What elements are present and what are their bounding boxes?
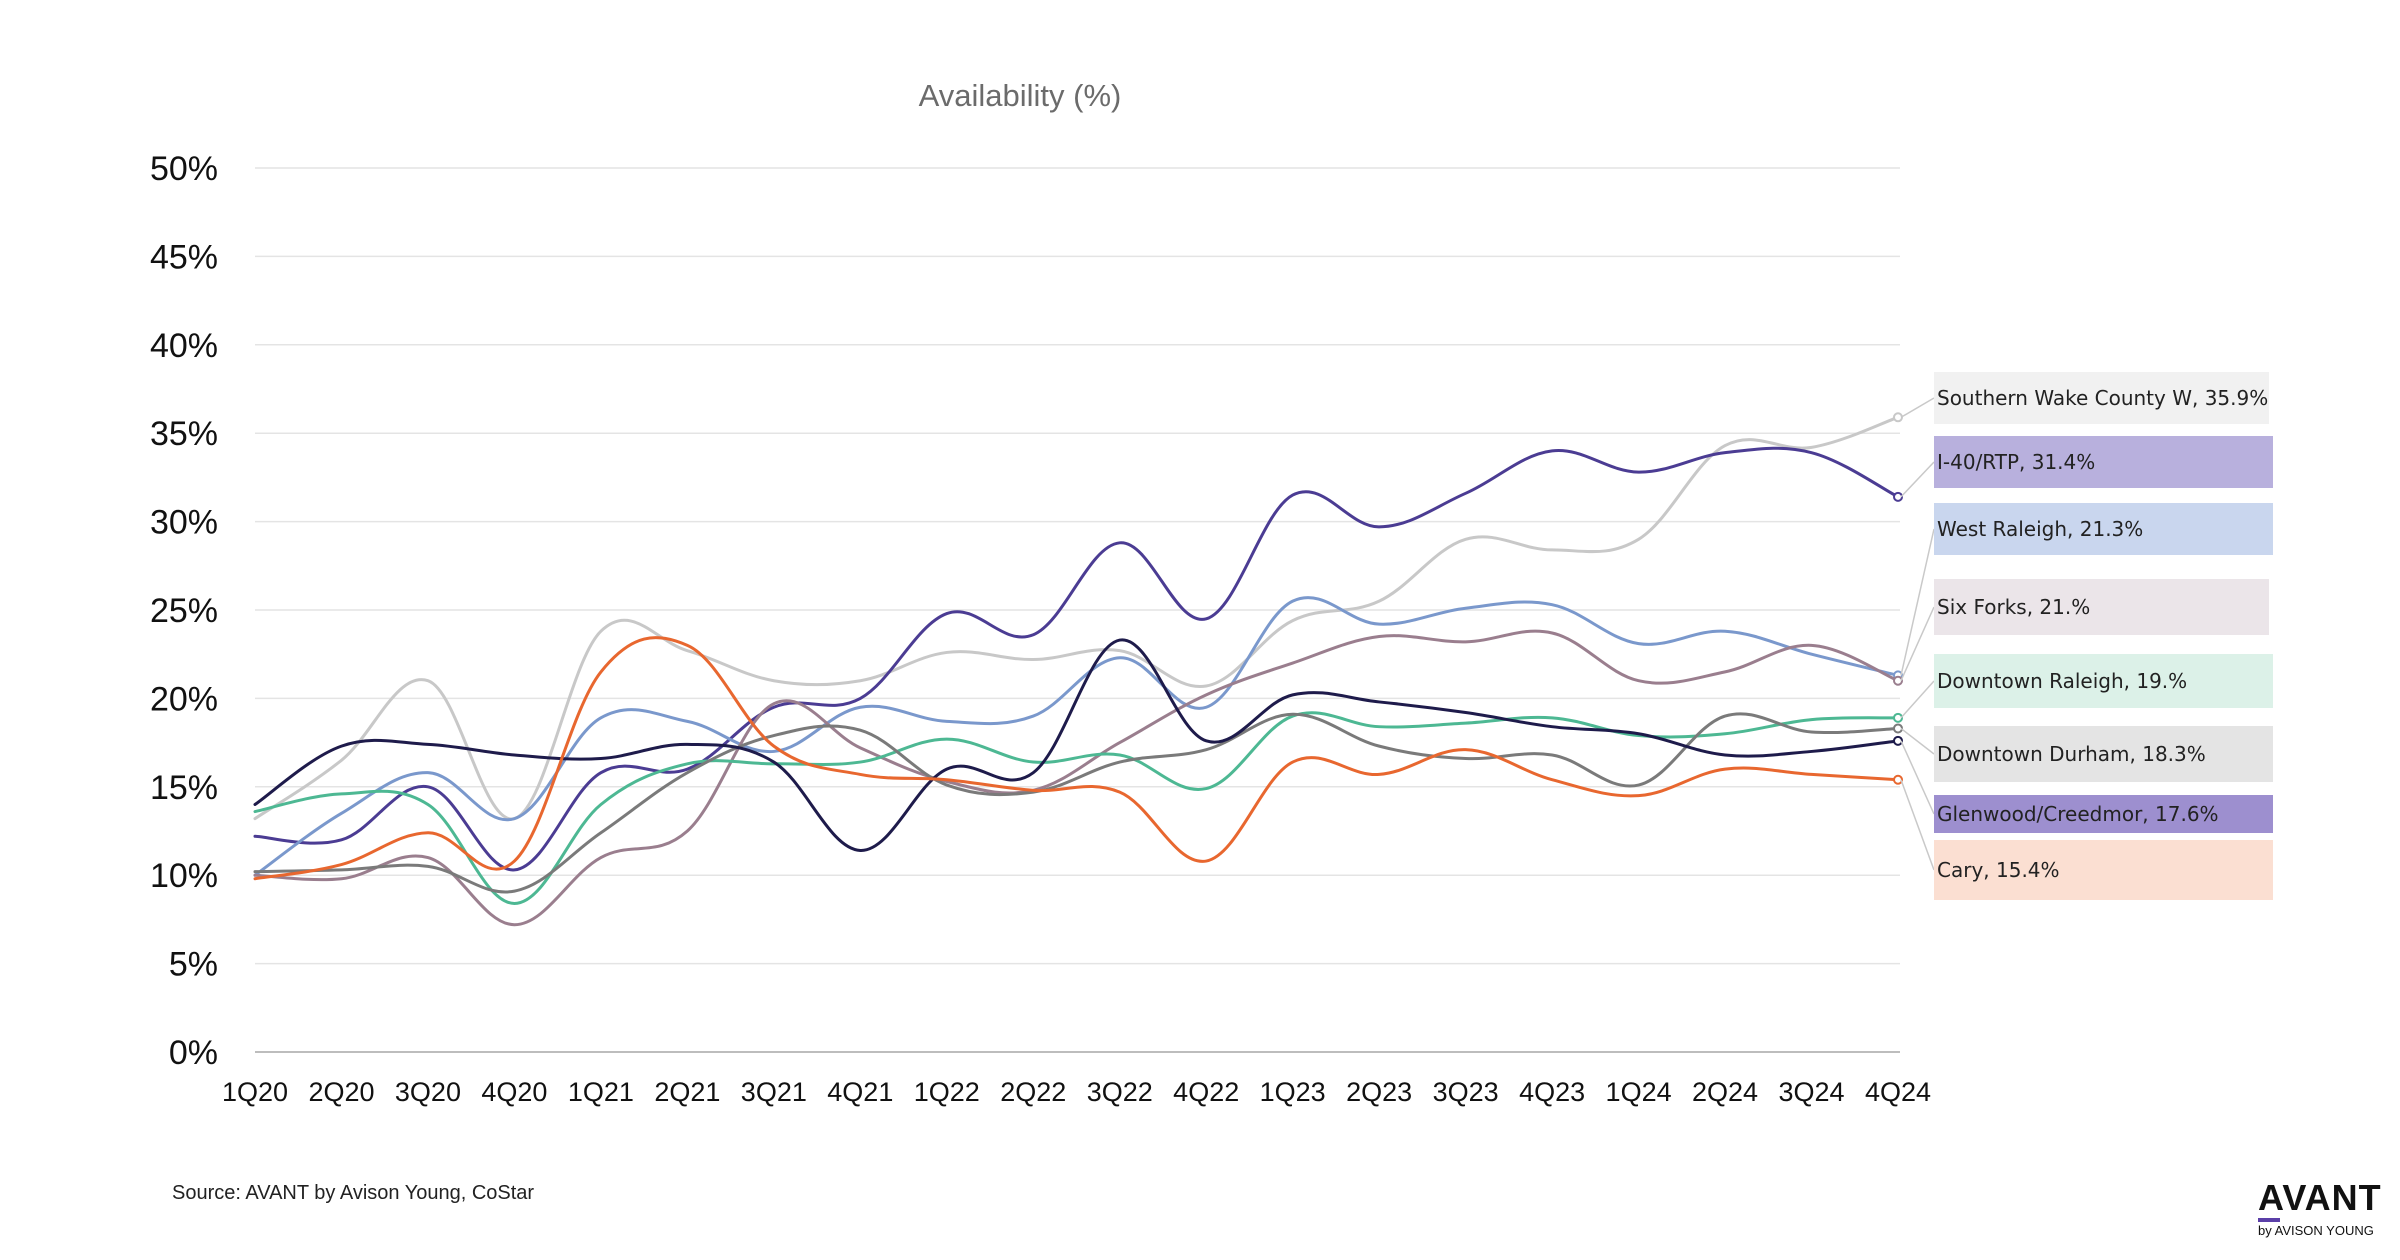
series-label-box	[1934, 840, 2273, 900]
series-label: Downtown Durham, 18.3%	[1937, 742, 2206, 766]
series-label-box	[1934, 372, 2269, 424]
label-leader-line	[1900, 779, 1935, 871]
x-axis-ticks: 1Q20 2Q20 3Q20 4Q20 1Q21 2Q21 3Q21 4Q21 1Q22 2Q22…	[222, 1077, 1931, 1107]
x-tick-label: 4Q23	[1519, 1077, 1585, 1107]
label-leader-line	[1900, 461, 1935, 498]
y-tick-label: 35%	[150, 415, 218, 453]
series-label-box	[1934, 795, 2273, 833]
series-end-marker	[1893, 491, 1903, 502]
series-end-marker	[1893, 723, 1903, 734]
x-tick-label: 2Q24	[1692, 1077, 1758, 1107]
series-line	[253, 629, 1900, 927]
x-tick-label: 2Q22	[1000, 1077, 1066, 1107]
series-label: Downtown Raleigh, 19.%	[1937, 669, 2187, 693]
series-label: Cary, 15.4%	[1937, 858, 2060, 882]
x-tick-label: 1Q24	[1606, 1077, 1672, 1107]
series-end-marker	[1893, 712, 1903, 723]
series-label-box	[1934, 726, 2273, 782]
series-end-marker	[1893, 412, 1903, 423]
series-line	[253, 712, 1900, 894]
logo-accent-bar	[2258, 1218, 2280, 1222]
series-label-box	[1934, 503, 2273, 555]
series-line	[253, 636, 1900, 881]
x-tick-label: 4Q24	[1865, 1077, 1931, 1107]
label-leader-line	[1900, 528, 1935, 676]
x-tick-label: 2Q23	[1346, 1077, 1412, 1107]
label-leader-line	[1900, 740, 1935, 815]
x-tick-label: 3Q20	[395, 1077, 461, 1107]
series-end-marker	[1893, 675, 1903, 686]
x-tick-label: 2Q21	[654, 1077, 720, 1107]
y-tick-label: 45%	[150, 238, 218, 276]
series-label-box	[1934, 654, 2273, 708]
logo-wordmark: AVANT	[2258, 1177, 2382, 1218]
series-end-marker	[1893, 774, 1903, 785]
x-tick-label: 1Q23	[1260, 1077, 1326, 1107]
series-label: West Raleigh, 21.3%	[1937, 517, 2143, 541]
series-labels: Southern Wake County W, 35.9% I-40/RTP, 3…	[1900, 372, 2273, 900]
y-axis-ticks: 0% 5% 10% 15% 20% 25% 30% 35% 40% 45% 50%	[150, 150, 218, 1072]
series-lines	[253, 412, 1903, 927]
y-tick-label: 50%	[150, 150, 218, 188]
x-tick-label: 2Q20	[308, 1077, 374, 1107]
series-label: Southern Wake County W, 35.9%	[1937, 386, 2268, 410]
label-leader-line	[1900, 397, 1935, 418]
series-end-marker	[1893, 735, 1903, 746]
x-tick-label: 1Q20	[222, 1077, 288, 1107]
series-label: Glenwood/Creedmor, 17.6%	[1937, 802, 2219, 826]
x-tick-label: 3Q21	[741, 1077, 807, 1107]
y-tick-label: 25%	[150, 592, 218, 630]
label-leader-line	[1900, 606, 1935, 682]
series-line	[253, 446, 1900, 872]
x-tick-label: 3Q24	[1778, 1077, 1844, 1107]
label-leader-line	[1900, 680, 1935, 719]
x-tick-label: 4Q20	[481, 1077, 547, 1107]
y-tick-label: 5%	[169, 946, 218, 984]
x-tick-label: 4Q21	[827, 1077, 893, 1107]
x-tick-label: 1Q22	[914, 1077, 980, 1107]
x-tick-label: 1Q21	[568, 1077, 634, 1107]
series-label: I-40/RTP, 31.4%	[1937, 450, 2095, 474]
y-tick-label: 10%	[150, 857, 218, 895]
avant-logo: AVANT by AVISON YOUNG	[2258, 1180, 2388, 1238]
logo-subtitle: by AVISON YOUNG	[2258, 1223, 2374, 1238]
grid-lines	[255, 167, 1900, 1053]
series-label: Six Forks, 21.%	[1937, 595, 2090, 619]
series-line	[253, 638, 1900, 852]
y-tick-label: 20%	[150, 680, 218, 718]
chart-title: Availability (%)	[919, 78, 1122, 113]
y-tick-label: 15%	[150, 769, 218, 807]
series-label-box	[1934, 579, 2269, 635]
y-tick-label: 30%	[150, 504, 218, 542]
y-tick-label: 40%	[150, 327, 218, 365]
series-line	[253, 415, 1900, 821]
label-leader-line	[1900, 727, 1935, 755]
x-tick-label: 3Q23	[1433, 1077, 1499, 1107]
x-tick-label: 3Q22	[1087, 1077, 1153, 1107]
x-tick-label: 4Q22	[1173, 1077, 1239, 1107]
series-label-box	[1934, 436, 2273, 488]
series-line	[253, 596, 1900, 877]
y-tick-label: 0%	[169, 1034, 218, 1072]
source-note: Source: AVANT by Avison Young, CoStar	[172, 1182, 535, 1204]
